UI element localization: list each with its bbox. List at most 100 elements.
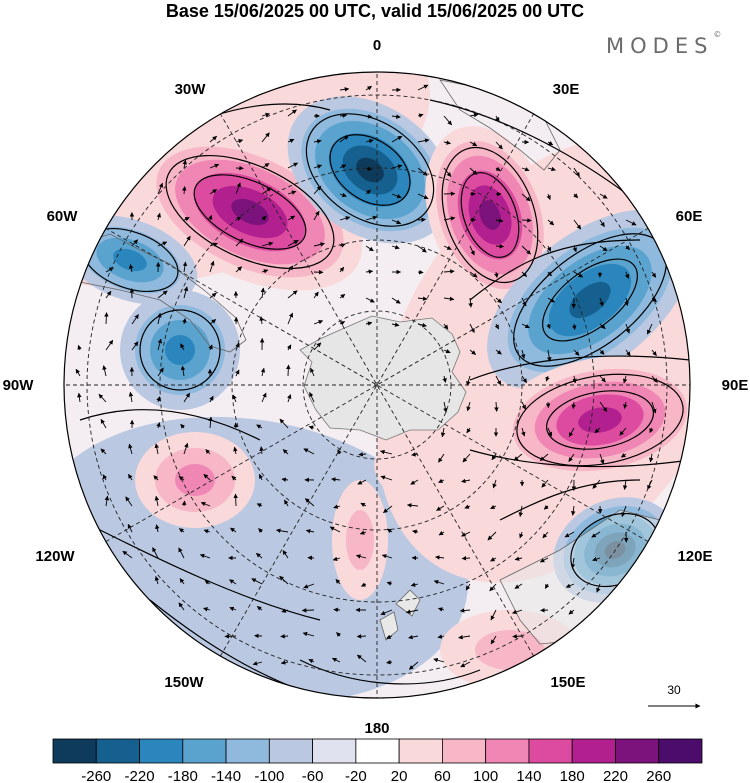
wind-vector [547,297,555,303]
wind-vector [203,529,211,534]
wind-vector [405,609,419,614]
streamlines [79,99,690,698]
label-30w: 30W [175,81,207,98]
wind-vector [256,503,263,508]
wind-vector [521,401,527,410]
wind-vector [547,140,554,146]
wind-vector [358,452,367,457]
wind-vector [437,607,445,612]
wind-vector [180,343,185,351]
wind-vector [365,189,371,195]
pink-anomaly-110w [135,432,255,528]
wind-vector [410,582,419,587]
wind-vector [599,323,606,330]
wind-vector [495,141,503,150]
wind-vector [153,475,159,481]
wind-vector [513,453,523,461]
wind-vector [469,141,478,147]
wind-vector [591,531,601,538]
colorbar-box [658,738,703,764]
wind-vector [157,182,164,195]
wind-vector [209,135,218,143]
wind-vector [468,297,473,308]
wind-vector [495,297,502,304]
wind-vector [651,375,658,383]
wind-vector [313,342,322,351]
wind-vector [521,427,526,437]
wind-vector [235,182,241,195]
colorbar-tick-label: 140 [516,768,541,783]
wind-vector [261,269,269,274]
wind-vector [542,531,549,539]
wind-vector [261,132,270,143]
wind-vector [183,235,191,247]
wind-vector [460,661,471,668]
wind-vector [329,526,341,533]
wind-vector [178,528,185,533]
wind-vector [259,316,264,325]
label-0: 0 [373,37,381,54]
wind-vector [458,634,471,640]
wind-vector [131,314,139,325]
wind-vector [571,505,576,516]
wind-vector [261,187,272,195]
wind-vector [620,453,627,458]
streamline [441,146,539,284]
wind-vector [365,166,373,171]
brand-name: MODES [606,34,714,58]
wind-vector [541,479,549,488]
wind-vector [380,449,393,455]
wind-vector [102,474,108,481]
pink-anomaly-90e [491,356,690,484]
label-120e: 120E [677,548,712,565]
wind-vector [313,164,323,169]
wind-vector [98,393,107,403]
wind-vector [543,504,549,510]
wind-vector [104,495,110,507]
wind-vector [287,312,294,325]
wind-vector [619,427,627,436]
wind-vector [386,528,393,534]
wind-vector [572,245,577,253]
wind-vector [651,297,657,303]
colorbar-box [312,738,357,764]
pink-anomaly-20e [425,126,555,304]
pink-anomaly-near-pole [374,443,466,517]
wind-vector [200,501,211,507]
wind-vector [625,219,637,226]
wind-vector [313,210,320,221]
wind-vector [355,554,367,559]
wind-vector [539,557,549,563]
colorbar-box [52,738,97,764]
streamline [469,449,690,468]
wind-vector [417,269,424,275]
wind-vector [183,392,191,403]
wind-vector [391,164,403,169]
wind-vector [573,271,584,278]
wind-vector [287,215,296,221]
streamline [469,239,641,301]
wind-vector [465,583,471,591]
reference-vector: 30 [648,683,701,709]
wind-vector [182,318,187,325]
wind-vector [565,583,575,588]
wind-vector [547,349,552,362]
colorbar-box [615,738,660,764]
wind-vector [443,140,451,145]
wind-vector [380,475,393,481]
wind-vector [356,634,367,639]
blue-anomaly-80w [120,290,240,410]
wind-vector [494,401,499,412]
wind-vector [383,505,393,514]
wind-vector [282,449,289,455]
wind-vector [466,375,471,386]
wind-vector [469,167,478,175]
wind-vector [157,338,163,351]
wind-vector [545,375,550,382]
wind-vector [648,453,654,463]
wind-vector [209,319,217,325]
wind-vector [339,243,346,248]
wind-vector [514,556,523,561]
wind-vector [406,503,419,508]
